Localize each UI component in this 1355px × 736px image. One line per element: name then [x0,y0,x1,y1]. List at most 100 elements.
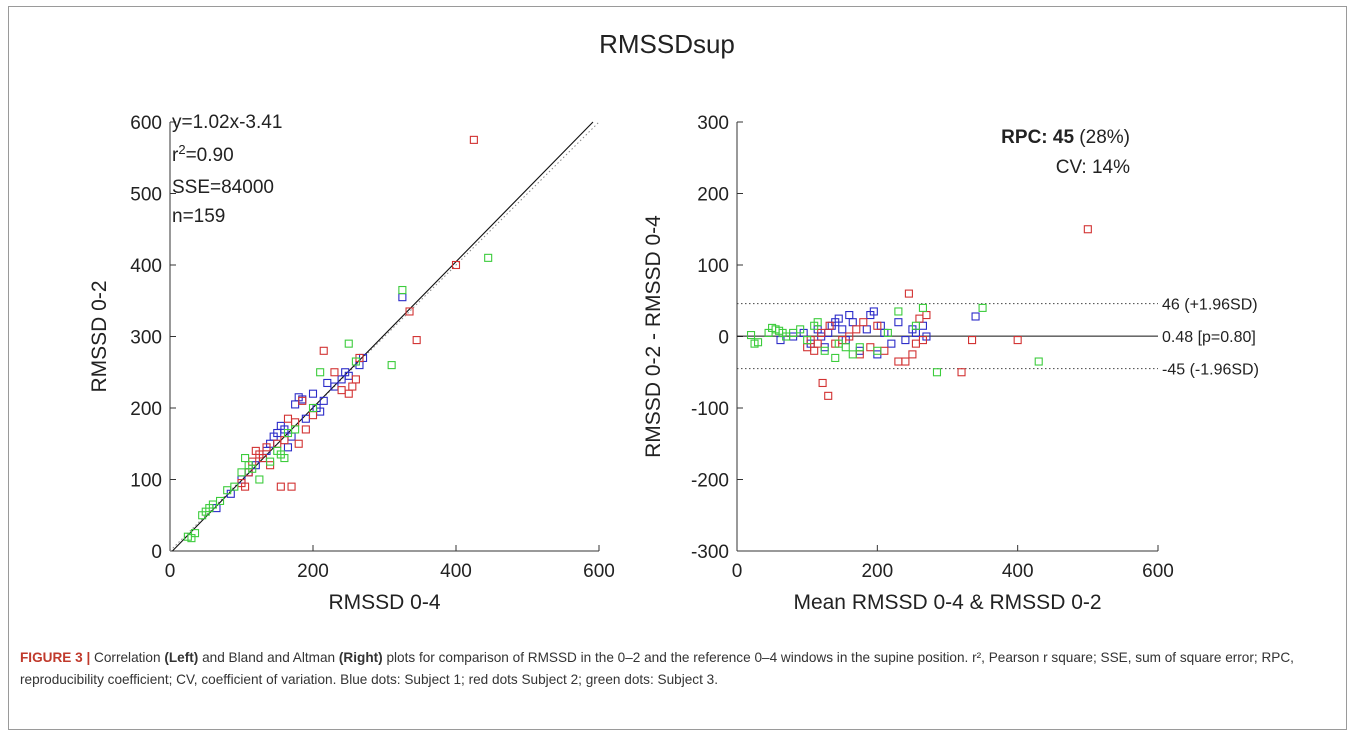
data-point [873,321,882,330]
data-point [978,303,987,312]
data-point [291,418,300,427]
figure-frame [8,6,1347,730]
x-tick-label: 400 [440,561,472,582]
data-point [845,310,854,320]
caption-part: (Right) [338,650,383,665]
data-point [894,307,903,316]
x-tick-label: 200 [861,561,893,582]
data-point [932,368,942,377]
data-point [262,443,271,452]
data-point [901,336,910,345]
data-point [405,307,414,316]
bland-altman-plot: 0 200 400 600 -300 -200 -100 0 100 200 300 Mean RMS… [642,113,1259,614]
data-point [922,310,931,320]
data-point [280,436,289,445]
data-point [825,321,834,330]
caption-label: FIGURE 3 | [20,650,91,665]
data-point [852,325,861,334]
data-point [294,439,303,448]
data-point [301,414,310,423]
data-point [287,482,296,491]
data-point [337,375,346,384]
x-tick-label: 0 [165,561,176,582]
data-point [883,328,892,337]
rpc-percent: (28%) [1074,127,1130,148]
data-point [845,332,854,341]
y-tick-label: 300 [697,113,729,134]
data-point [398,293,407,302]
data-point [957,368,966,377]
data-point [316,368,325,377]
data-point [834,314,843,323]
data-point [398,285,407,295]
data-point [866,343,875,352]
data-point [351,357,360,366]
y-tick-label: 100 [697,256,729,277]
annotation-sup: 2 [178,142,185,157]
data-point [241,482,250,491]
data-point [266,457,275,466]
data-point [901,357,910,366]
data-point [869,307,878,316]
data-point [323,378,332,388]
data-point [831,353,840,363]
caption-part: (Left) [164,650,199,665]
data-point [971,312,980,321]
data-point [308,403,318,413]
data-point [911,321,920,330]
data-point [190,529,200,538]
y-tick-label: 400 [130,256,162,277]
data-point [484,253,493,262]
y-tick-label: 100 [130,471,162,492]
data-point [1034,357,1043,366]
reference-line-label: -45 (-1.96SD) [1162,362,1259,379]
data-point [319,396,328,405]
data-point [838,325,847,334]
annotation-r: r [172,145,179,166]
data-point [451,260,461,270]
data-point [344,339,353,348]
y-tick-label: 200 [697,185,729,206]
series-subject-3 [183,253,493,543]
y-tick-label: 300 [130,328,162,349]
regression-annotation: SSE=84000 [172,177,274,198]
y-tick-label: -200 [691,471,729,492]
data-point [803,336,812,345]
data-point [841,343,850,352]
data-point [817,328,826,337]
caption-part: and Bland and Altman [198,650,339,665]
data-point [862,325,871,334]
y-tick-label: 0 [151,542,162,563]
rpc-label: RPC: 45 [1001,127,1074,148]
y-tick-label: 200 [130,399,162,420]
annotation-value: =0.90 [186,145,234,166]
data-point [824,391,833,400]
y-axis-label: RMSSD 0-2 - RMSSD 0-4 [642,215,665,458]
caption-part: Correlation [90,650,165,665]
data-point [894,318,903,327]
data-point [308,411,318,420]
data-point [344,389,353,398]
figure-caption: FIGURE 3 | Correlation (Left) and Bland … [20,647,1330,690]
data-point [810,346,819,355]
regression-annotation: n=159 [172,206,225,227]
data-point [880,346,889,355]
x-tick-label: 600 [583,561,615,582]
x-axis-label: RMSSD 0-4 [328,591,440,614]
data-point [818,378,827,388]
data-point [813,318,822,327]
data-point [283,414,293,423]
data-point [911,339,920,348]
data-point [918,321,927,330]
y-tick-label: -300 [691,542,729,563]
x-tick-label: 0 [732,561,743,582]
data-point [469,135,478,144]
series-subject-2 [803,225,1092,400]
data-point [824,328,833,337]
data-point [796,325,805,334]
data-point [915,314,924,323]
reference-line-label: 0.48 [p=0.80] [1162,329,1256,346]
data-point [216,496,225,506]
data-point [230,482,239,491]
rpc-annotation: RPC: 45 (28%) [1001,127,1130,148]
